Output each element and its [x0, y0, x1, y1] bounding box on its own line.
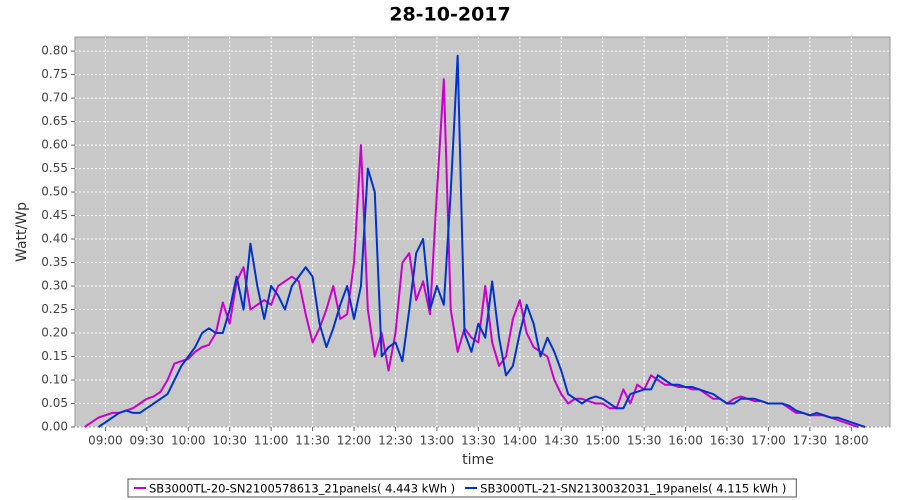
plot-area: [74, 36, 891, 428]
x-tick-label: 12:30: [378, 434, 413, 448]
y-tick-label: 0.30: [41, 279, 68, 293]
legend-label: SB3000TL-21-SN2130032031_19panels( 4.115…: [480, 482, 786, 496]
x-tick-label: 13:00: [420, 434, 455, 448]
x-tick-label: 15:30: [627, 434, 662, 448]
series-line: [84, 78, 859, 428]
x-axis-title: time: [462, 452, 494, 468]
y-tick-label: 0.20: [41, 326, 68, 340]
y-tick-label: 0.50: [41, 185, 68, 199]
x-tick-label: 10:00: [171, 434, 206, 448]
y-tick-label: 0.75: [41, 67, 68, 81]
y-tick-label: 0.80: [41, 44, 68, 58]
series-line: [97, 54, 866, 428]
y-tick-label: 0.45: [41, 208, 68, 222]
x-tick-label: 09:00: [88, 434, 123, 448]
y-tick-label: 0.00: [41, 420, 68, 434]
x-tick-label: 16:00: [668, 434, 703, 448]
y-tick-label: 0.25: [41, 302, 68, 316]
x-tick-label: 17:00: [751, 434, 786, 448]
x-tick-label: 18:00: [834, 434, 869, 448]
y-tick-label: 0.60: [41, 138, 68, 152]
y-tick-label: 0.70: [41, 91, 68, 105]
x-tick-label: 14:30: [544, 434, 579, 448]
x-tick-label: 13:30: [461, 434, 496, 448]
x-tick-label: 12:00: [337, 434, 372, 448]
y-tick-label: 0.05: [41, 396, 68, 410]
y-axis-title: Watt/Wp: [14, 202, 30, 262]
chart-title: 28-10-2017: [389, 4, 511, 26]
x-tick-label: 11:00: [254, 434, 289, 448]
x-tick-label: 14:00: [502, 434, 537, 448]
y-tick-label: 0.55: [41, 161, 68, 175]
y-tick-label: 0.35: [41, 255, 68, 269]
y-tick-label: 0.10: [41, 373, 68, 387]
legend-label: SB3000TL-20-SN2100578613_21panels( 4.443…: [149, 482, 455, 496]
x-tick-label: 09:30: [130, 434, 165, 448]
y-tick-label: 0.40: [41, 232, 68, 246]
x-tick-label: 10:30: [212, 434, 247, 448]
y-tick-label: 0.15: [41, 349, 68, 363]
x-tick-label: 17:30: [793, 434, 828, 448]
legend-box: [127, 478, 797, 498]
x-tick-label: 16:30: [710, 434, 745, 448]
x-tick-label: 11:30: [295, 434, 330, 448]
y-tick-label: 0.65: [41, 114, 68, 128]
x-tick-label: 15:00: [585, 434, 620, 448]
